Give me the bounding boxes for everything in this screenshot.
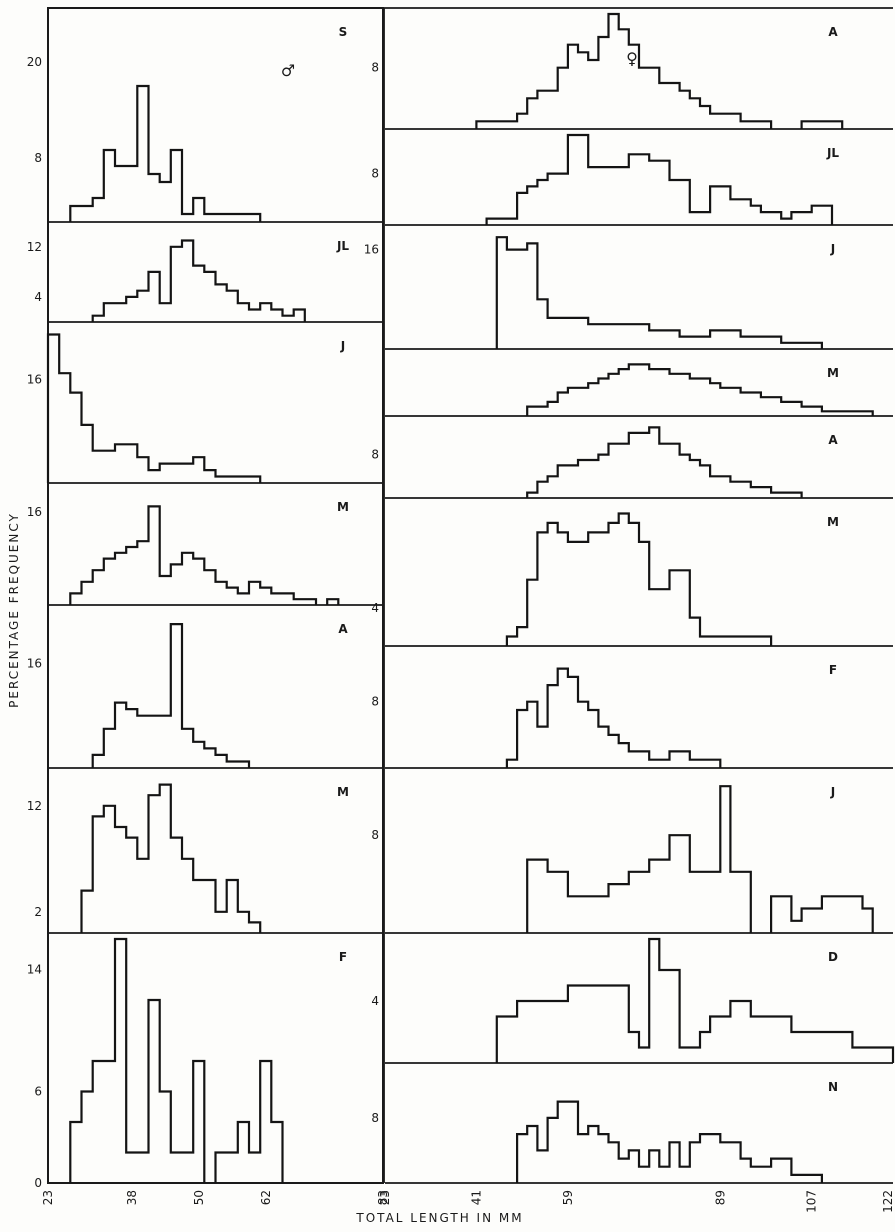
month-label: S — [339, 25, 348, 39]
y-tick-label: 16 — [27, 656, 42, 670]
y-tick-label: 6 — [34, 1085, 42, 1099]
x-tick-label-male: 38 — [125, 1190, 139, 1205]
month-label: A — [338, 622, 348, 636]
y-tick-label: 8 — [371, 1111, 379, 1125]
panel-female-1-a: 8A — [371, 12, 893, 130]
x-axis-label: TOTAL LENGTH IN MM — [355, 1211, 523, 1225]
month-label: N — [828, 1080, 838, 1094]
month-label: M — [337, 785, 349, 799]
y-tick-label: 2 — [34, 905, 42, 919]
month-label: F — [339, 950, 347, 964]
panel-female-7-f: 8F — [371, 663, 893, 769]
panel-female-4-m: M — [385, 363, 893, 417]
histogram-bars — [505, 667, 722, 768]
histogram-bars — [495, 236, 823, 349]
female-symbol: ♀ — [626, 49, 638, 68]
histogram-bars — [80, 783, 262, 933]
panel-female-3-j: 16 J — [364, 236, 893, 350]
x-tick-label-female: 89 — [713, 1190, 727, 1205]
histogram-bars — [69, 505, 340, 605]
y-tick-label: 20 — [27, 55, 42, 69]
y-tick-label: 12 — [27, 799, 42, 813]
y-tick-label: 8 — [371, 695, 379, 709]
x-tick-label-female: 23 — [378, 1190, 392, 1205]
y-tick-label: 16 — [27, 373, 42, 387]
histogram-bars — [516, 1100, 823, 1183]
month-label: M — [827, 366, 839, 380]
histogram-bars — [475, 12, 844, 129]
y-tick-label: 8 — [371, 167, 379, 181]
y-tick-label: 14 — [27, 963, 42, 977]
histogram-bars — [505, 512, 773, 646]
x-tick-label-female: 107 — [805, 1190, 819, 1213]
panel-male-6-m: 12 2 M — [27, 783, 383, 934]
x-tick-label-female: 59 — [561, 1190, 575, 1205]
y-tick-label: 16 — [27, 505, 42, 519]
month-label: A — [828, 433, 838, 447]
histogram-bars — [91, 623, 251, 768]
histogram-bars — [91, 239, 306, 322]
histogram-bars — [69, 937, 284, 1183]
x-tick-label-female: 122 — [881, 1190, 895, 1213]
y-axis-label: PERCENTAGE FREQUENCY — [7, 512, 21, 708]
x-tick-label-male: 23 — [41, 1190, 55, 1205]
histogram-bars — [495, 937, 895, 1063]
x-tick-label-female: 41 — [469, 1190, 483, 1205]
y-tick-label: 4 — [371, 601, 379, 615]
histogram-bars — [526, 785, 874, 933]
panel-male-7-f: 14 6 0 F — [27, 937, 383, 1190]
histogram-bars — [69, 84, 262, 222]
histogram-bars — [526, 426, 803, 498]
month-label: JL — [826, 146, 839, 160]
panel-male-4-m: 16 M — [27, 500, 383, 606]
panel-female-8-j: 8J — [371, 785, 893, 934]
x-tick-label-male: 62 — [259, 1190, 273, 1205]
month-label: M — [827, 515, 839, 529]
panel-male-1-s: 20 8 S — [27, 25, 383, 223]
month-label: J — [340, 339, 345, 353]
y-tick-label: 4 — [371, 994, 379, 1008]
panel-female-2-jl: 8 JL — [371, 133, 893, 226]
month-label: J — [830, 242, 835, 256]
y-tick-label: 8 — [371, 448, 379, 462]
panel-female-9-d: 4D — [371, 937, 895, 1064]
histogram-bars — [526, 363, 874, 416]
y-tick-label: 8 — [371, 828, 379, 842]
x-tick-label-male: 83 — [376, 1190, 390, 1205]
y-tick-label: 4 — [34, 290, 42, 304]
month-label: F — [829, 663, 837, 677]
male-symbol: ♂ — [281, 61, 295, 80]
y-tick-label: 8 — [371, 61, 379, 75]
panel-female-6-m: 4M — [371, 512, 893, 647]
month-label: D — [828, 950, 838, 964]
histogram-bars — [46, 333, 262, 483]
male-panel-frame — [47, 7, 384, 1184]
month-label: M — [337, 500, 349, 514]
panel-male-3-j: 16 J — [27, 333, 383, 484]
panel-male-2-jl: 12 4 JL — [27, 239, 383, 323]
panel-female-5-a: 8A — [371, 426, 893, 499]
panel-female-10-n: 8N — [371, 1080, 893, 1184]
month-label: J — [830, 785, 835, 799]
month-label: JL — [336, 239, 349, 253]
month-label: A — [828, 25, 838, 39]
y-tick-label: 0 — [34, 1176, 42, 1190]
y-tick-label: 16 — [364, 243, 379, 257]
x-tick-label-male: 50 — [192, 1190, 206, 1205]
y-tick-label: 12 — [27, 240, 42, 254]
y-tick-label: 8 — [34, 151, 42, 165]
panel-male-5-a: 16 A — [27, 622, 383, 769]
histogram-bars — [485, 133, 834, 225]
